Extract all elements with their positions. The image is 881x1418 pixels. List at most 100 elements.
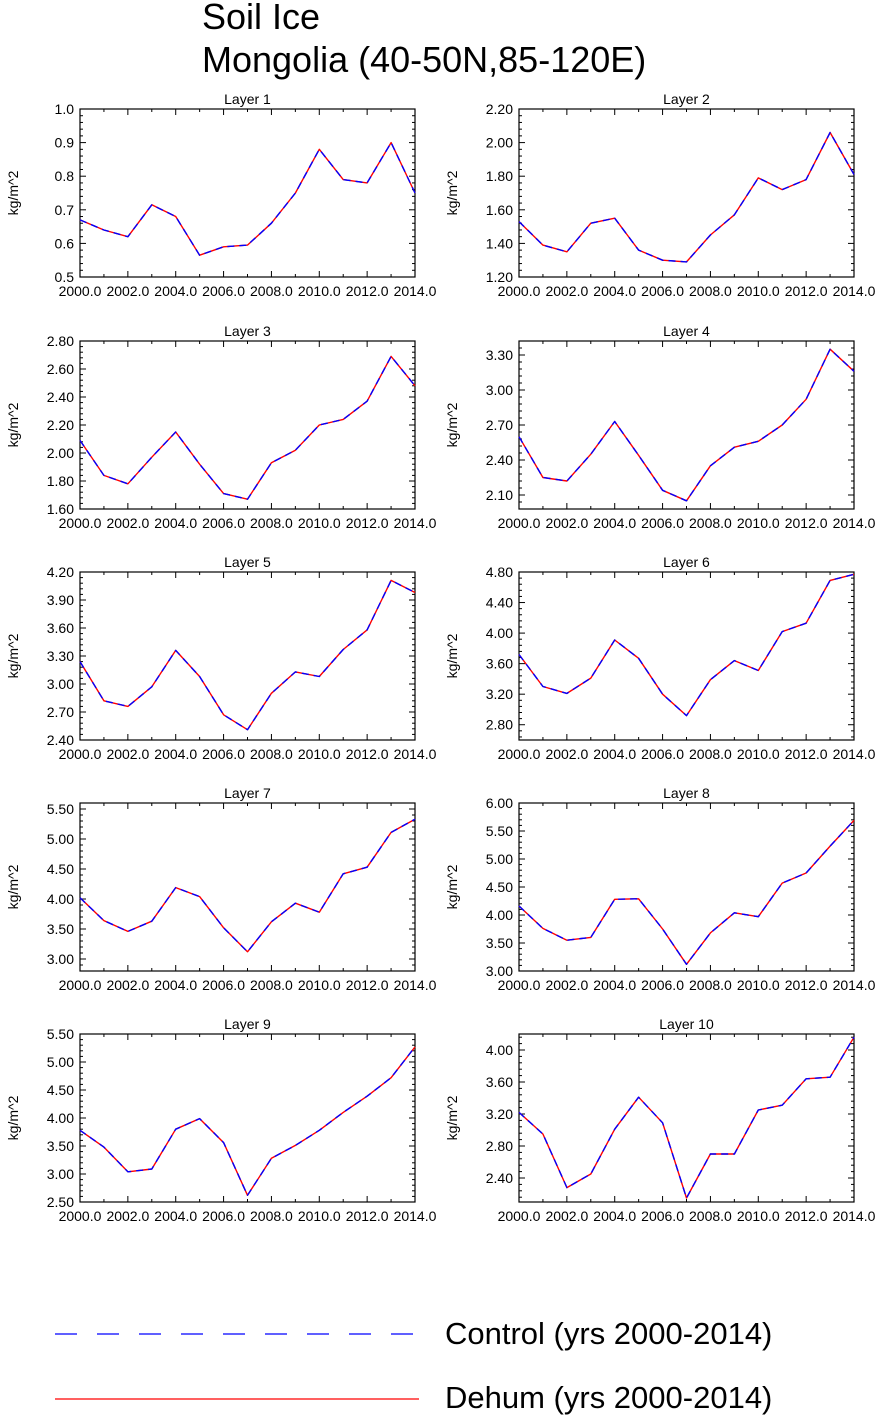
y-axis-label: kg/m^2 bbox=[5, 1095, 21, 1140]
y-tick-label: 1.40 bbox=[486, 235, 513, 251]
y-tick-label: 5.50 bbox=[47, 801, 74, 817]
x-tick-label: 2008.0 bbox=[250, 977, 293, 993]
chart-panel-layer-7: Layer 7 2000.0 2002.0 2004.0 2006.0 2008.0 201… bbox=[5, 785, 437, 993]
x-tick-label: 2002.0 bbox=[106, 515, 149, 531]
x-tick-label: 2012.0 bbox=[785, 977, 828, 993]
x-tick-label: 2004.0 bbox=[154, 977, 197, 993]
x-tick-label: 2012.0 bbox=[785, 1208, 828, 1224]
y-tick-label: 3.30 bbox=[486, 347, 513, 363]
y-tick-label: 4.50 bbox=[486, 879, 513, 895]
x-tick-label: 2012.0 bbox=[346, 1208, 389, 1224]
y-tick-label: 2.00 bbox=[47, 445, 74, 461]
y-tick-label: 2.40 bbox=[486, 1170, 513, 1186]
x-tick-label: 2012.0 bbox=[785, 515, 828, 531]
y-tick-label: 3.20 bbox=[486, 686, 513, 702]
x-tick-label: 2006.0 bbox=[641, 977, 684, 993]
x-tick-label: 2004.0 bbox=[593, 746, 636, 762]
y-tick-label: 3.50 bbox=[47, 921, 74, 937]
y-tick-label: 2.70 bbox=[486, 417, 513, 433]
x-tick-label: 2000.0 bbox=[498, 977, 541, 993]
y-tick-label: 2.70 bbox=[47, 704, 74, 720]
y-tick-label: 1.60 bbox=[47, 501, 74, 517]
y-axis-label: kg/m^2 bbox=[444, 1095, 460, 1140]
series-line-control bbox=[79, 1046, 416, 1197]
x-tick-label: 2012.0 bbox=[346, 977, 389, 993]
figure-subtitle: Mongolia (40-50N,85-120E) bbox=[202, 39, 647, 80]
panel-title: Layer 9 bbox=[224, 1016, 271, 1032]
panel-title: Layer 6 bbox=[663, 554, 710, 570]
x-tick-label: 2010.0 bbox=[298, 283, 341, 299]
x-tick-label: 2000.0 bbox=[59, 746, 102, 762]
x-tick-label: 2014.0 bbox=[833, 283, 876, 299]
x-tick-label: 2010.0 bbox=[737, 1208, 780, 1224]
y-tick-label: 3.30 bbox=[47, 648, 74, 664]
y-tick-label: 5.50 bbox=[47, 1026, 74, 1042]
x-tick-label: 2002.0 bbox=[106, 746, 149, 762]
y-tick-label: 2.40 bbox=[47, 389, 74, 405]
x-tick-label: 2002.0 bbox=[106, 283, 149, 299]
x-tick-label: 2000.0 bbox=[59, 977, 102, 993]
x-tick-label: 2002.0 bbox=[545, 1208, 588, 1224]
panel-title: Layer 7 bbox=[224, 785, 271, 801]
series-line-control bbox=[518, 131, 855, 263]
series-line-control bbox=[79, 579, 416, 731]
x-tick-label: 2000.0 bbox=[498, 746, 541, 762]
chart-panel-layer-1: Layer 1 2000.0 2002.0 2004.0 2006.0 2008.0 201… bbox=[5, 91, 437, 299]
x-tick-label: 2008.0 bbox=[250, 1208, 293, 1224]
y-tick-label: 4.00 bbox=[486, 1042, 513, 1058]
y-tick-label: 1.60 bbox=[486, 202, 513, 218]
x-tick-label: 2006.0 bbox=[641, 1208, 684, 1224]
x-tick-label: 2012.0 bbox=[785, 746, 828, 762]
x-tick-label: 2014.0 bbox=[833, 746, 876, 762]
y-tick-label: 4.80 bbox=[486, 564, 513, 580]
y-tick-label: 6.00 bbox=[486, 795, 513, 811]
x-tick-label: 2008.0 bbox=[250, 746, 293, 762]
x-tick-label: 2014.0 bbox=[833, 977, 876, 993]
x-tick-label: 2008.0 bbox=[689, 746, 732, 762]
series-line-control bbox=[518, 1036, 855, 1199]
x-tick-label: 2010.0 bbox=[737, 515, 780, 531]
y-tick-label: 3.00 bbox=[47, 951, 74, 967]
x-tick-label: 2006.0 bbox=[202, 283, 245, 299]
y-tick-label: 2.20 bbox=[486, 101, 513, 117]
y-tick-label: 0.7 bbox=[55, 202, 75, 218]
series-line-dehum bbox=[79, 818, 416, 953]
x-tick-label: 2012.0 bbox=[346, 515, 389, 531]
y-tick-label: 3.60 bbox=[486, 1074, 513, 1090]
chart-panel-layer-5: Layer 5 2000.0 2002.0 2004.0 2006.0 2008.0 201… bbox=[5, 554, 437, 762]
x-tick-label: 2014.0 bbox=[394, 977, 437, 993]
y-tick-label: 5.00 bbox=[47, 831, 74, 847]
x-tick-label: 2002.0 bbox=[545, 515, 588, 531]
y-tick-label: 3.00 bbox=[486, 963, 513, 979]
x-tick-label: 2014.0 bbox=[394, 1208, 437, 1224]
y-tick-label: 2.80 bbox=[47, 333, 74, 349]
y-tick-label: 2.40 bbox=[47, 732, 74, 748]
y-tick-label: 4.20 bbox=[47, 564, 74, 580]
x-tick-label: 2010.0 bbox=[298, 1208, 341, 1224]
x-tick-label: 2004.0 bbox=[154, 515, 197, 531]
y-tick-label: 1.80 bbox=[486, 168, 513, 184]
x-tick-label: 2006.0 bbox=[202, 977, 245, 993]
x-tick-label: 2004.0 bbox=[154, 1208, 197, 1224]
x-tick-label: 2014.0 bbox=[394, 746, 437, 762]
series-line-control bbox=[518, 573, 855, 717]
x-tick-label: 2006.0 bbox=[202, 515, 245, 531]
x-tick-label: 2010.0 bbox=[737, 977, 780, 993]
y-tick-label: 4.00 bbox=[486, 625, 513, 641]
x-tick-label: 2012.0 bbox=[785, 283, 828, 299]
x-tick-label: 2010.0 bbox=[737, 283, 780, 299]
y-tick-label: 3.50 bbox=[47, 1138, 74, 1154]
y-tick-label: 3.00 bbox=[47, 1166, 74, 1182]
y-tick-label: 3.60 bbox=[486, 656, 513, 672]
y-tick-label: 2.80 bbox=[486, 1138, 513, 1154]
x-tick-label: 2014.0 bbox=[833, 1208, 876, 1224]
chart-panel-layer-2: Layer 2 2000.0 2002.0 2004.0 2006.0 2008.0 201… bbox=[444, 91, 876, 299]
x-tick-label: 2012.0 bbox=[346, 746, 389, 762]
chart-panel-layer-8: Layer 8 2000.0 2002.0 2004.0 2006.0 2008.0 201… bbox=[444, 785, 876, 993]
x-tick-label: 2008.0 bbox=[689, 977, 732, 993]
y-axis-label: kg/m^2 bbox=[444, 864, 460, 909]
y-tick-label: 4.40 bbox=[486, 595, 513, 611]
y-axis-label: kg/m^2 bbox=[5, 864, 21, 909]
